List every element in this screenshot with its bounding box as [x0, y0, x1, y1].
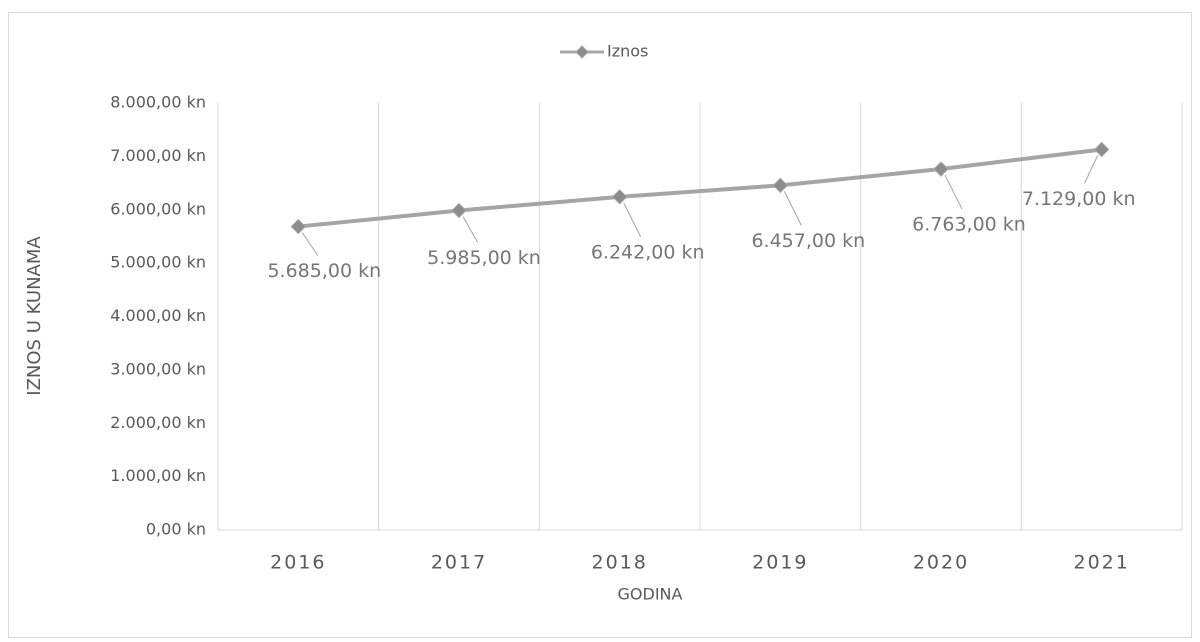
- leader-line: [462, 216, 479, 243]
- marker: [1093, 141, 1110, 158]
- chart-border: [8, 12, 1192, 638]
- data-label: 6.763,00 kn: [912, 214, 1026, 236]
- x-tick-label: 2021: [1073, 552, 1129, 574]
- data-label: 6.457,00 kn: [751, 230, 865, 252]
- leader-line: [1083, 155, 1099, 184]
- y-tick-label: 7.000,00 kn: [110, 146, 206, 165]
- leader-line: [944, 174, 963, 210]
- marker: [290, 218, 307, 235]
- marker: [933, 161, 949, 177]
- x-tick-label: 2019: [752, 552, 808, 574]
- y-tick-label: 8.000,00 kn: [110, 93, 206, 112]
- data-label: 7.129,00 kn: [1022, 188, 1136, 210]
- y-tick-label: 4.000,00 kn: [110, 306, 206, 325]
- data-label: 5.685,00 kn: [267, 260, 381, 282]
- data-label: 6.242,00 kn: [591, 241, 705, 263]
- line: [298, 147, 1102, 229]
- marker: [611, 189, 628, 205]
- x-tick-label: 2020: [913, 552, 969, 574]
- x-tick-label: 2017: [431, 552, 487, 574]
- data-label: 5.985,00 kn: [427, 247, 541, 269]
- y-tick-label: 5.000,00 kn: [110, 253, 206, 272]
- y-tick-label: 3.000,00 kn: [110, 359, 206, 378]
- leader-line: [623, 202, 642, 238]
- legend-marker: [575, 45, 589, 59]
- x-tick-label: 2018: [591, 552, 647, 574]
- y-tick-label: 2.000,00 kn: [110, 413, 206, 432]
- leader-line: [783, 191, 802, 226]
- y-tick-label: 0,00 kn: [146, 520, 206, 539]
- legend-label: Iznos: [607, 42, 648, 61]
- x-tick-label: 2016: [270, 552, 326, 574]
- leader-line: [301, 232, 319, 256]
- y-tick-label: 1.000,00 kn: [110, 466, 206, 485]
- x-axis-title: GODINA: [618, 585, 683, 604]
- marker: [451, 202, 467, 219]
- y-tick-label: 6.000,00 kn: [110, 199, 206, 218]
- marker: [772, 177, 789, 194]
- y-axis-title: IZNOS U KUNAMA: [24, 236, 45, 396]
